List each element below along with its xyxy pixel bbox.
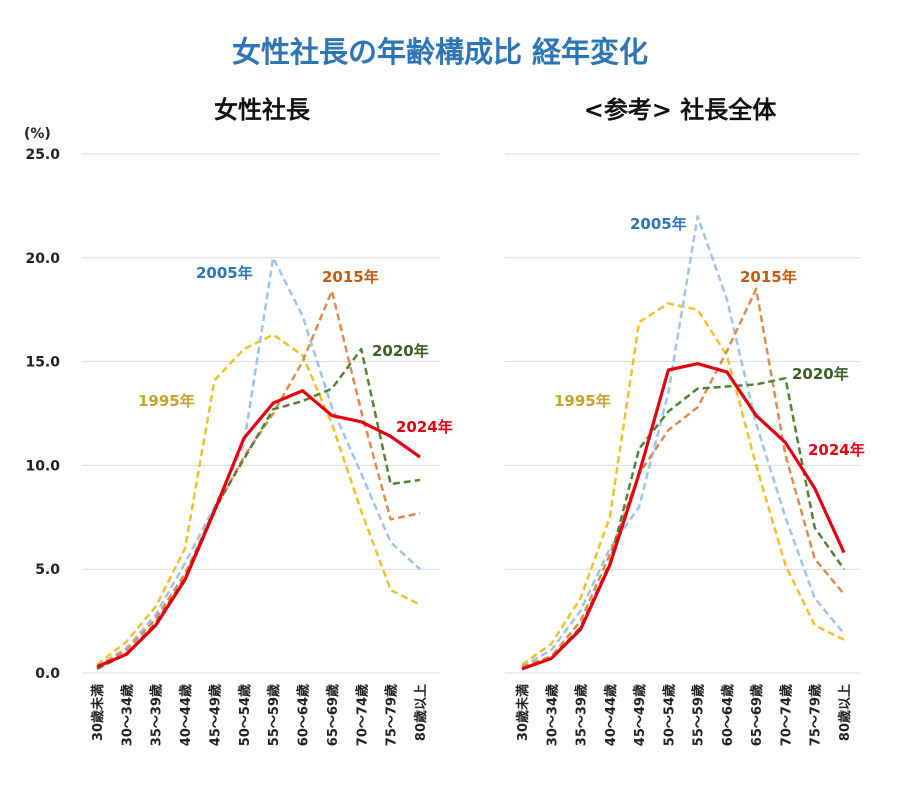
y-tick-label: 25.0 [25,147,60,163]
series-line-2005年 [96,256,421,668]
x-tick-label: 60～64歳 [296,684,312,746]
series-line-2024年 [521,362,846,671]
series-line-2024年 [96,389,421,669]
y-tick-label: 15.0 [25,355,60,371]
series-line-2020年 [521,376,846,671]
x-tick-label: 65～69歳 [749,684,765,746]
x-tick-label: 65～69歳 [325,684,341,746]
series-label: 2005年 [196,264,253,282]
y-tick-label: 20.0 [25,251,60,267]
figure-title: 女性社長の年齢構成比 経年変化 [232,35,648,69]
x-tick-label: 50～54歳 [237,684,253,746]
x-tick-label: 40～44歳 [178,684,194,746]
series-label: 2024年 [808,441,865,459]
series-line-2005年 [521,215,845,668]
x-tick-label: 55～59歳 [266,684,282,746]
x-tick-label: 35～39歳 [574,684,590,746]
y-tick-label: 0.0 [35,666,60,682]
x-tick-label: 35～39歳 [149,684,165,746]
y-unit-label: (%) [24,126,51,142]
panel-title: <参考> 社長全体 [584,96,778,124]
x-tick-label: 75～79歳 [384,684,400,746]
x-tick-label: 30～34歳 [119,684,135,746]
panel-title: 女性社長 [214,96,311,124]
x-tick-label: 30～34歳 [544,684,560,746]
x-tick-label: 50～54歳 [661,684,677,746]
x-tick-label: 55～59歳 [691,684,707,746]
x-tick-label: 70～74歳 [778,684,794,746]
y-tick-label: 5.0 [35,562,60,578]
x-tick-label: 45～49歳 [632,684,648,746]
x-tick-label: 40～44歳 [603,684,619,746]
x-tick-label: 60～64歳 [720,684,736,746]
x-tick-label: 75～79歳 [808,684,824,746]
series-line-2015年 [521,287,845,668]
x-tick-label: 30歳未満 [515,684,531,741]
x-tick-label: 80歳以上 [837,684,853,741]
series-label: 1995年 [138,392,195,410]
series-line-1995年 [96,333,421,666]
series-label: 2005年 [630,215,687,233]
series-label: 2015年 [322,268,379,286]
series-label: 2020年 [372,342,429,360]
series-label: 2024年 [396,418,453,436]
x-tick-label: 45～49歳 [207,684,223,746]
series-label: 2015年 [740,268,797,286]
series-label: 2020年 [792,365,849,383]
series-label: 1995年 [554,392,611,410]
x-tick-label: 30歳未満 [90,684,106,741]
y-tick-label: 10.0 [25,458,60,474]
x-tick-label: 70～74歳 [354,684,370,746]
x-tick-label: 80歳以上 [413,684,429,741]
series-line-1995年 [521,302,845,666]
